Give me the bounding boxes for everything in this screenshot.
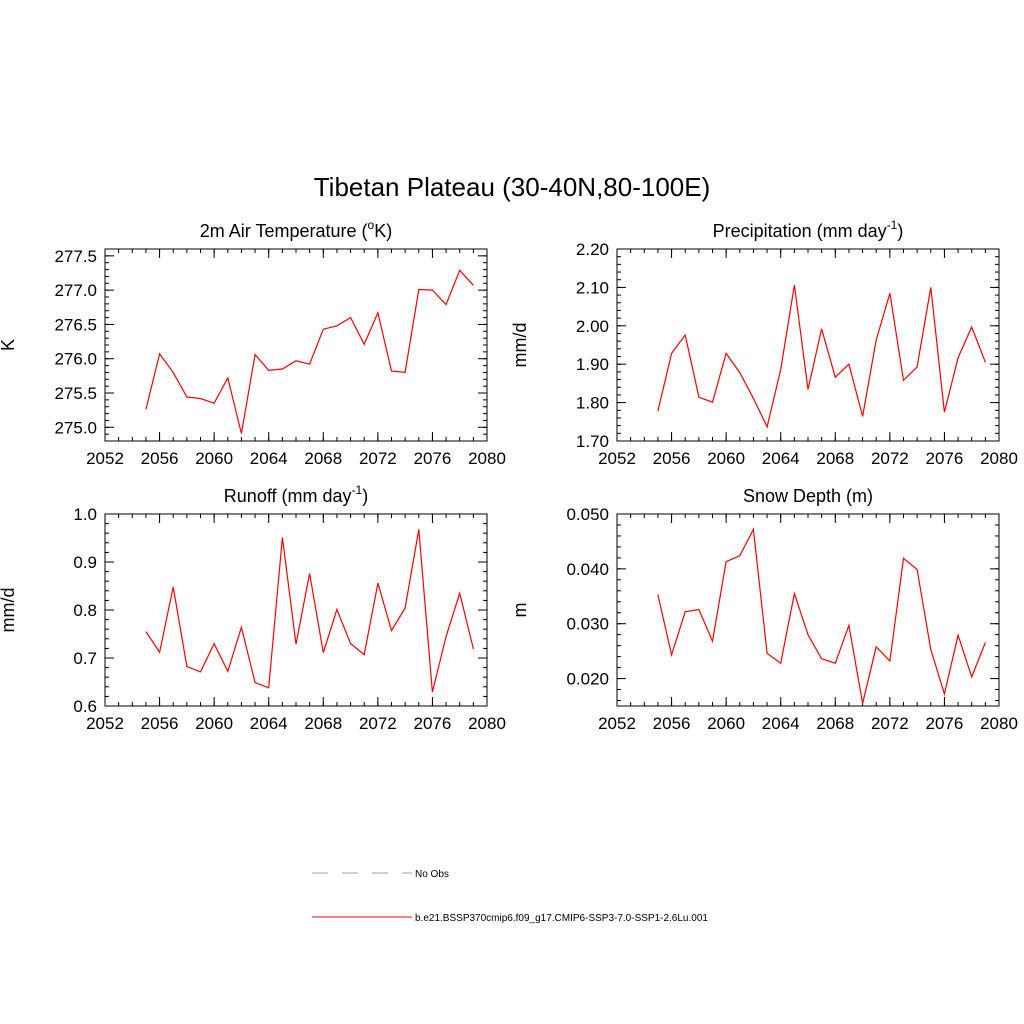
y-axis-label: K: [0, 339, 18, 351]
y-tick-label: 2.10: [576, 278, 609, 297]
x-tick-label: 2076: [926, 449, 964, 468]
panel-title: Precipitation (mm day-1): [713, 218, 904, 241]
y-tick-label: 1.0: [73, 505, 97, 524]
x-tick-label: 2064: [250, 449, 288, 468]
x-tick-label: 2076: [414, 449, 452, 468]
y-axis-label: m: [510, 603, 530, 618]
x-tick-label: 2072: [871, 714, 909, 733]
y-tick-label: 0.050: [566, 505, 609, 524]
x-tick-label: 2056: [653, 449, 691, 468]
x-tick-label: 2072: [871, 449, 909, 468]
x-tick-label: 2064: [250, 714, 288, 733]
x-tick-label: 2056: [653, 714, 691, 733]
legend: No Obs b.e21.BSSP370cmip6.f09_g17.CMIP6-…: [312, 869, 708, 924]
y-tick-label: 2.20: [576, 240, 609, 259]
x-tick-label: 2068: [304, 449, 342, 468]
y-tick-label: 1.90: [576, 355, 609, 374]
x-tick-label: 2080: [980, 449, 1018, 468]
panel-title: Runoff (mm day-1): [224, 483, 368, 506]
y-tick-label: 2.00: [576, 317, 609, 336]
x-tick-label: 2052: [86, 714, 124, 733]
panels: 2052 2056 2060 2064 2068 2072 2076 2080 275.0 275…: [0, 218, 1018, 733]
y-tick-label: 0.7: [73, 649, 97, 668]
panel-1: 2052 2056 2060 2064 2068 2072 2076 2080 1.70 1.80…: [510, 218, 1018, 468]
y-tick-label: 1.80: [576, 394, 609, 413]
x-tick-label: 2076: [414, 714, 452, 733]
panel-title: Snow Depth (m): [743, 486, 873, 506]
y-tick-label: 0.6: [73, 697, 97, 716]
y-tick-label: 0.9: [73, 553, 97, 572]
panel-title: 2m Air Temperature (oK): [200, 218, 392, 241]
x-tick-label: 2060: [707, 449, 745, 468]
series-line: [657, 285, 986, 429]
x-tick-label: 2068: [816, 449, 854, 468]
figure-title: Tibetan Plateau (30-40N,80-100E): [314, 172, 711, 202]
y-tick-label: 275.5: [54, 384, 97, 403]
x-tick-label: 2068: [816, 714, 854, 733]
y-tick-label: 0.8: [73, 601, 97, 620]
x-tick-label: 2064: [762, 714, 800, 733]
x-tick-label: 2068: [304, 714, 342, 733]
y-tick-label: 0.040: [566, 560, 609, 579]
y-tick-label: 276.0: [54, 350, 97, 369]
panel-0: 2052 2056 2060 2064 2068 2072 2076 2080 275.0 275…: [0, 218, 506, 468]
y-tick-label: 275.0: [54, 418, 97, 437]
panel-2: 2052 2056 2060 2064 2068 2072 2076 2080 0.6 0.7 0.…: [0, 483, 506, 733]
y-tick-label: 276.5: [54, 315, 97, 334]
x-tick-label: 2060: [707, 714, 745, 733]
y-tick-label: 277.0: [54, 281, 97, 300]
y-tick-label: 277.5: [54, 247, 97, 266]
panel-3: 2052 2056 2060 2064 2068 2072 2076 2080 0.020 0.0…: [510, 486, 1018, 733]
series-line: [145, 269, 474, 434]
legend-label-no-obs: No Obs: [415, 869, 449, 880]
x-tick-label: 2080: [468, 714, 506, 733]
x-tick-label: 2052: [598, 449, 636, 468]
x-tick-label: 2056: [141, 714, 179, 733]
x-tick-label: 2080: [980, 714, 1018, 733]
y-tick-label: 0.030: [566, 615, 609, 634]
y-tick-label: 0.020: [566, 670, 609, 689]
y-axis-label: mm/d: [510, 323, 530, 368]
x-tick-label: 2060: [195, 714, 233, 733]
x-tick-label: 2052: [598, 714, 636, 733]
x-tick-label: 2060: [195, 449, 233, 468]
x-tick-label: 2072: [359, 714, 397, 733]
x-tick-label: 2064: [762, 449, 800, 468]
x-tick-label: 2072: [359, 449, 397, 468]
x-tick-label: 2056: [141, 449, 179, 468]
legend-label-model: b.e21.BSSP370cmip6.f09_g17.CMIP6-SSP3-7.…: [415, 913, 708, 924]
series-line: [657, 527, 986, 704]
x-tick-label: 2052: [86, 449, 124, 468]
series-line: [145, 529, 474, 693]
x-tick-label: 2080: [468, 449, 506, 468]
x-tick-label: 2076: [926, 714, 964, 733]
y-tick-label: 1.70: [576, 432, 609, 451]
y-axis-label: mm/d: [0, 588, 18, 633]
